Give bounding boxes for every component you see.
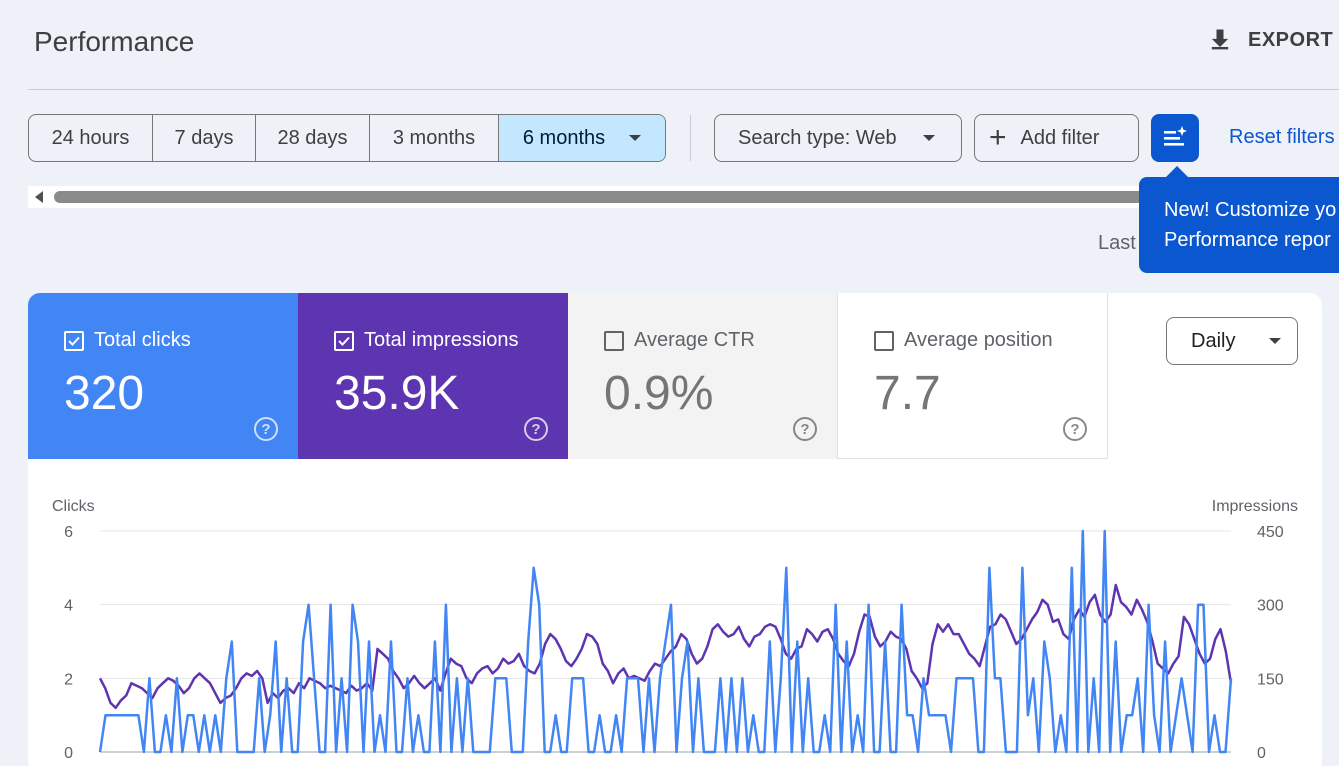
metric-total-clicks[interactable]: Total clicks 320 ? xyxy=(28,293,298,459)
help-icon[interactable]: ? xyxy=(524,417,548,441)
y-right-tick-label: 150 xyxy=(1257,671,1284,688)
date-range-selector: 24 hours 7 days 28 days 3 months 6 month… xyxy=(28,114,666,162)
y-right-tick-label: 300 xyxy=(1257,598,1284,615)
metric-value: 0.9% xyxy=(604,367,714,420)
help-icon[interactable]: ? xyxy=(793,417,817,441)
checkbox-checked-icon[interactable] xyxy=(334,330,354,351)
customize-tooltip: New! Customize yo Performance repor xyxy=(1139,177,1339,273)
range-3-months[interactable]: 3 months xyxy=(370,115,499,161)
add-filter-label: Add filter xyxy=(1020,126,1100,149)
reset-filters-link[interactable]: Reset filters xyxy=(1229,126,1335,148)
export-label: EXPORT xyxy=(1248,28,1334,51)
granularity-label: Daily xyxy=(1191,329,1236,352)
last-updated-text: Last xyxy=(1098,232,1136,254)
metric-average-ctr[interactable]: Average CTR 0.9% ? xyxy=(568,293,838,459)
y-right-tick-label: 450 xyxy=(1257,524,1284,541)
range-label: 6 months xyxy=(522,126,606,149)
filter-sparkle-icon xyxy=(1164,126,1187,146)
checkbox-unchecked-icon[interactable] xyxy=(874,330,894,351)
metric-value: 35.9K xyxy=(334,367,460,420)
range-28-days[interactable]: 28 days xyxy=(256,115,370,161)
metric-value: 7.7 xyxy=(874,367,941,420)
metric-average-position[interactable]: Average position 7.7 ? xyxy=(838,293,1108,459)
dropdown-arrow-icon xyxy=(629,135,642,141)
horizontal-scrollbar[interactable] xyxy=(28,186,1139,208)
help-icon[interactable]: ? xyxy=(1063,417,1087,441)
y-axis-right-label: Impressions xyxy=(1212,498,1298,515)
performance-chart: Clicks Impressions 0 0 2 150 4 300 6 450 xyxy=(52,498,1298,762)
metric-label: Average CTR xyxy=(634,329,755,351)
checkbox-unchecked-icon[interactable] xyxy=(604,330,624,351)
series-line-clicks xyxy=(98,529,1233,754)
range-7-days[interactable]: 7 days xyxy=(153,115,256,161)
search-type-label: Search type: Web xyxy=(738,126,897,149)
range-24-hours[interactable]: 24 hours xyxy=(29,115,153,161)
metric-label: Average position xyxy=(904,329,1053,351)
y-axis-left-label: Clicks xyxy=(52,498,95,515)
range-label: 3 months xyxy=(392,126,476,149)
search-type-dropdown[interactable]: Search type: Web xyxy=(714,114,962,162)
metric-value: 320 xyxy=(64,367,145,420)
dropdown-arrow-icon xyxy=(1269,338,1282,344)
range-label: 7 days xyxy=(174,126,234,149)
range-label: 28 days xyxy=(277,126,348,149)
export-button[interactable]: EXPORT xyxy=(1206,26,1333,54)
y-right-tick-label: 0 xyxy=(1257,745,1266,762)
y-left-tick-label: 6 xyxy=(64,524,73,541)
performance-card: Total clicks 320 ? Total impressions 35.… xyxy=(28,293,1322,766)
metric-label: Total impressions xyxy=(364,329,519,351)
y-left-tick-label: 2 xyxy=(64,671,73,688)
y-left-tick-label: 0 xyxy=(64,745,73,762)
scroll-thumb[interactable] xyxy=(54,191,1139,203)
filter-divider xyxy=(690,115,691,161)
y-left-tick-label: 4 xyxy=(64,598,73,615)
dropdown-arrow-icon xyxy=(922,135,935,141)
metric-total-impressions[interactable]: Total impressions 35.9K ? xyxy=(298,293,568,459)
plus-icon: + xyxy=(989,121,1007,154)
granularity-dropdown[interactable]: Daily xyxy=(1166,317,1298,365)
tooltip-line-1: New! Customize yo xyxy=(1164,199,1337,221)
tooltip-line-2: Performance repor xyxy=(1164,229,1331,251)
header-divider xyxy=(28,89,1339,90)
page-title: Performance xyxy=(34,26,195,57)
add-filter-button[interactable]: + Add filter xyxy=(974,114,1139,162)
metric-label: Total clicks xyxy=(94,329,191,351)
help-icon[interactable]: ? xyxy=(254,417,278,441)
range-label: 24 hours xyxy=(51,126,130,149)
scroll-left-icon[interactable] xyxy=(35,191,43,203)
checkbox-checked-icon[interactable] xyxy=(64,330,84,351)
download-icon xyxy=(1211,29,1229,50)
range-6-months[interactable]: 6 months xyxy=(499,115,665,161)
customize-report-button[interactable] xyxy=(1151,114,1199,162)
tooltip-arrow xyxy=(1165,166,1189,178)
